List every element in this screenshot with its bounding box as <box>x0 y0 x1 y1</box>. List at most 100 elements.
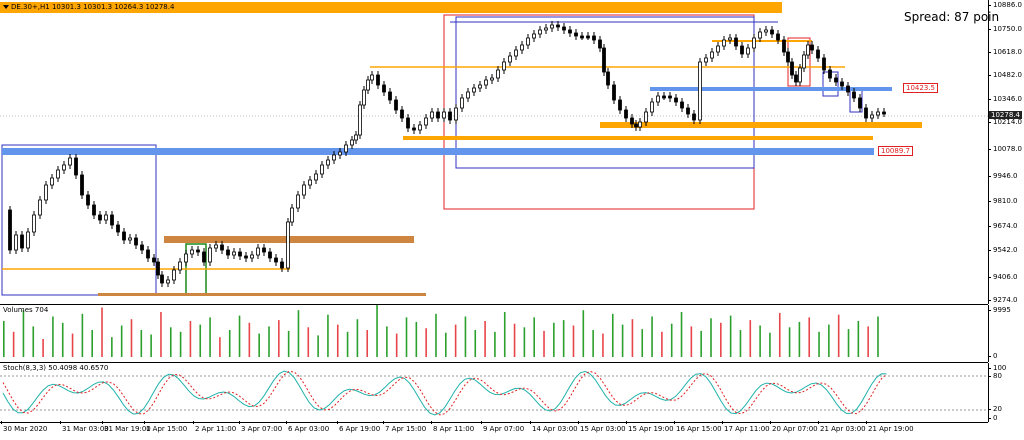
volume-bar <box>808 317 811 357</box>
support-band-orange <box>600 122 922 128</box>
stochastic-pane[interactable]: Stoch(8,3,3) 50.4098 40.6570 <box>0 363 988 423</box>
candle-body <box>852 91 856 99</box>
time-axis-label: 7 Apr 15:00 <box>382 421 427 433</box>
volume-axis-top: 9995 <box>988 306 1011 314</box>
volume-bar <box>346 331 349 357</box>
candle-body <box>662 95 666 99</box>
volume-bar <box>287 330 290 357</box>
candle-body <box>388 91 392 101</box>
candle-body <box>592 35 596 41</box>
volume-bar <box>376 305 378 357</box>
candle-body <box>400 109 404 119</box>
candle-body <box>810 44 814 51</box>
candle-body <box>606 71 610 86</box>
candle-body <box>358 104 362 136</box>
volume-axis: 9995 0 <box>987 305 1024 362</box>
price-chart-pane[interactable]: DE.30+,H1 10301.3 10301.3 10264.3 10278.… <box>0 0 999 305</box>
price-chart-canvas[interactable] <box>0 0 988 304</box>
current-price-tag: 10278.4 <box>989 111 1022 119</box>
candle-body <box>56 169 60 179</box>
volume-bar <box>661 331 663 357</box>
volume-bar <box>602 333 604 357</box>
symbol-info-bar: DE.30+,H1 10301.3 10301.3 10264.3 10278.… <box>0 2 782 13</box>
candle-body <box>394 99 398 111</box>
volume-bar <box>769 332 771 357</box>
candle-body <box>296 194 300 209</box>
candle-body <box>598 39 602 49</box>
price-axis-tick: 9542.0 <box>988 246 1018 254</box>
volume-bar <box>533 317 535 357</box>
candle-body <box>8 209 12 251</box>
volume-bar <box>238 315 241 357</box>
volume-bar <box>857 321 860 357</box>
time-axis[interactable]: 30 Mar 2020 31 Mar 03:00 31 Mar 19:00 1 Apr… <box>0 421 1024 440</box>
volume-bar <box>474 330 477 357</box>
candle-body <box>758 31 762 39</box>
price-axis-tick: 10214.0 <box>988 118 1022 126</box>
support-band-brown <box>98 293 426 296</box>
candle-body <box>502 61 506 71</box>
candle-body <box>344 144 348 153</box>
candle-body <box>250 254 254 259</box>
candle-body <box>152 257 156 263</box>
candle-body <box>876 111 880 116</box>
volume-pane[interactable]: Volumes 704 <box>0 305 988 363</box>
volume-bar <box>140 330 143 357</box>
candle-body <box>122 231 126 241</box>
volume-bar <box>513 323 516 357</box>
candle-body <box>62 164 66 171</box>
candle-body <box>190 249 194 255</box>
candle-body <box>858 97 862 109</box>
candle-body <box>454 107 458 121</box>
time-axis-label: 15 Apr 03:00 <box>578 421 626 433</box>
support-line-orange <box>403 136 873 140</box>
candle-body <box>798 67 802 83</box>
candle-body <box>44 184 48 201</box>
candle-body <box>618 99 622 111</box>
volume-bar <box>739 330 742 357</box>
time-axis-label: 6 Apr 03:00 <box>285 421 330 433</box>
candle-body <box>656 95 660 103</box>
volume-bar <box>484 321 486 357</box>
candle-body <box>802 54 806 69</box>
candle-body <box>38 199 42 216</box>
volume-bar <box>101 307 103 357</box>
candle-body <box>580 35 584 39</box>
candle-body <box>538 29 542 35</box>
candle-body <box>406 117 410 129</box>
volume-bars-canvas <box>3 305 879 357</box>
candle-body <box>208 247 212 263</box>
volume-bar <box>798 321 801 357</box>
volume-bar <box>543 330 545 357</box>
volume-bar <box>690 326 693 357</box>
candle-body <box>50 177 54 186</box>
stochastic-label: Stoch(8,3,3) 50.4098 40.6570 <box>3 364 109 372</box>
volume-bar <box>307 327 310 357</box>
candle-body <box>586 35 590 39</box>
candle-body <box>232 251 236 256</box>
volume-bar <box>415 321 418 357</box>
candle-body <box>244 255 248 259</box>
price-axis-tick: 9810.0 <box>988 197 1018 205</box>
volume-bar <box>12 331 15 357</box>
candle-body <box>20 234 24 249</box>
price-axis-tick: 10618.0 <box>988 48 1022 56</box>
candle-body <box>704 57 708 63</box>
dropdown-arrow-icon[interactable] <box>3 5 9 9</box>
price-axis[interactable]: 10886.0 10750.0 10618.0 10482.0 10346.0 10214… <box>988 0 1024 304</box>
candle-body <box>630 117 634 125</box>
candle-body <box>134 237 138 246</box>
volume-bar <box>169 327 172 357</box>
volume-label: Volumes 704 <box>3 306 49 314</box>
candle-body <box>436 111 440 119</box>
volume-bar <box>867 326 869 357</box>
time-axis-label: 2 Apr 11:00 <box>192 421 237 433</box>
resistance-band-blue <box>650 87 892 91</box>
symbol-info-text: DE.30+,H1 10301.3 10301.3 10264.3 10278.… <box>11 3 175 11</box>
volume-bar <box>631 319 634 357</box>
candle-body <box>674 97 678 103</box>
candle-body <box>302 184 306 196</box>
candle-body <box>728 37 732 41</box>
candle-body <box>146 249 150 259</box>
volume-bar <box>3 321 5 357</box>
